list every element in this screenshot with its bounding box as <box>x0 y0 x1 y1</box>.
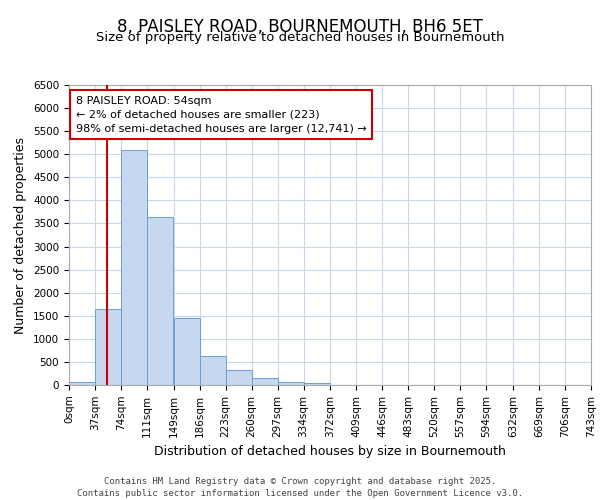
Text: Size of property relative to detached houses in Bournemouth: Size of property relative to detached ho… <box>96 31 504 44</box>
Bar <box>173 318 200 385</box>
Bar <box>251 378 278 385</box>
Bar <box>121 150 147 385</box>
Text: 8 PAISLEY ROAD: 54sqm
← 2% of detached houses are smaller (223)
98% of semi-deta: 8 PAISLEY ROAD: 54sqm ← 2% of detached h… <box>76 96 367 134</box>
Bar <box>69 382 95 385</box>
Bar <box>304 383 329 385</box>
Bar <box>147 216 173 385</box>
Y-axis label: Number of detached properties: Number of detached properties <box>14 136 28 334</box>
Text: 8, PAISLEY ROAD, BOURNEMOUTH, BH6 5ET: 8, PAISLEY ROAD, BOURNEMOUTH, BH6 5ET <box>117 18 483 36</box>
Bar <box>226 370 251 385</box>
X-axis label: Distribution of detached houses by size in Bournemouth: Distribution of detached houses by size … <box>154 445 506 458</box>
Bar <box>95 309 121 385</box>
Text: Contains HM Land Registry data © Crown copyright and database right 2025.
Contai: Contains HM Land Registry data © Crown c… <box>77 476 523 498</box>
Bar <box>200 356 226 385</box>
Bar <box>278 382 304 385</box>
